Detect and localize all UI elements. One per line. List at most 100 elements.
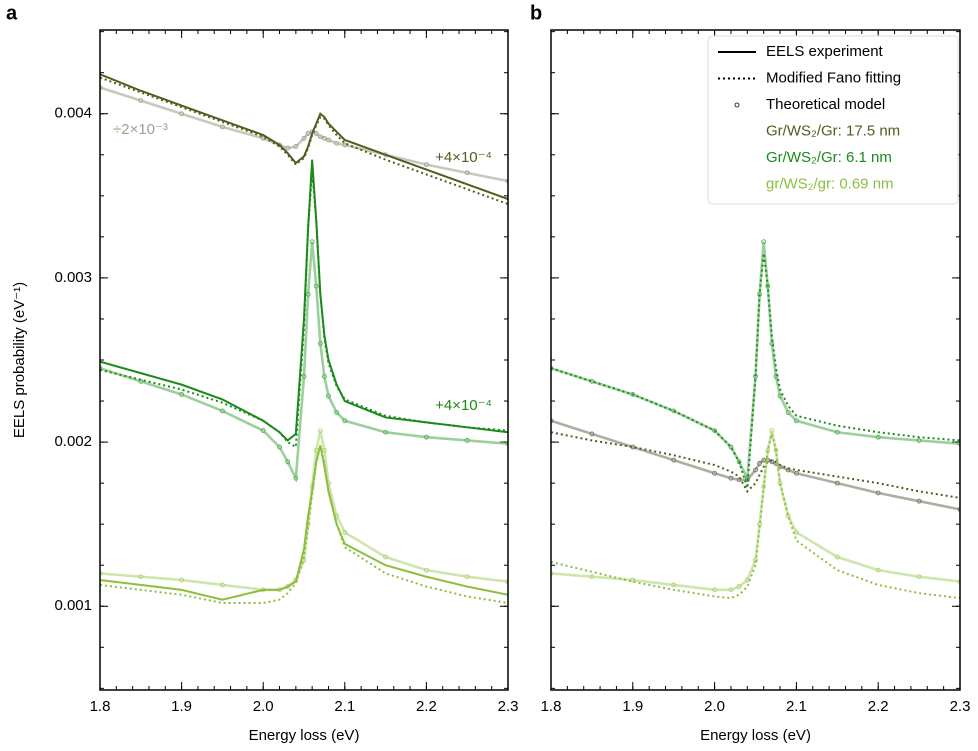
theory-point (773, 447, 779, 453)
theory-point (757, 461, 762, 466)
theory-point (383, 554, 389, 560)
annotation: +4×10⁻⁴ (435, 397, 492, 414)
theory-point (773, 374, 779, 379)
fit-line (551, 431, 960, 499)
theory-point (736, 584, 742, 589)
fit-line (100, 76, 508, 205)
y-tick-label: 0.004 (54, 105, 92, 122)
theory-point (326, 137, 331, 143)
axes-frame (99, 29, 509, 691)
theory-point (309, 239, 315, 245)
theory-point (334, 410, 340, 415)
theory-point (761, 484, 767, 489)
theory-point (794, 418, 799, 424)
theory-point (957, 579, 960, 585)
theory-point (260, 428, 266, 433)
theory-point (875, 434, 881, 440)
legend-label: Gr/WS₂/Gr: 6.1 nm (766, 149, 892, 166)
fit-line (551, 253, 960, 489)
theory-point (277, 444, 282, 450)
theory-point (317, 341, 323, 346)
theory-point (736, 459, 742, 465)
theory-line (100, 430, 508, 592)
theory-line (100, 241, 508, 483)
panel-label: b (530, 2, 542, 24)
theory-point (875, 567, 881, 573)
theory-point (957, 507, 960, 512)
axes-frame (550, 29, 961, 691)
theory-point (423, 567, 429, 573)
x-tick-label: 2.0 (704, 698, 725, 715)
theory-point (777, 393, 783, 399)
theory-point (138, 574, 144, 580)
x-tick-label: 2.1 (786, 698, 807, 715)
experiment-line (100, 159, 508, 442)
theory-point (589, 574, 595, 580)
theory-point (728, 587, 734, 593)
annotation: +4×10⁻⁴ (435, 149, 492, 166)
theory-point (589, 431, 595, 437)
theory-point (753, 557, 758, 563)
x-axis-label: Energy loss (eV) (249, 727, 360, 744)
theory-point (916, 498, 922, 504)
theory-point (753, 467, 758, 473)
theory-point (100, 571, 103, 576)
x-tick-label: 2.1 (334, 698, 355, 715)
theory-point (551, 571, 554, 576)
theory-point (285, 459, 291, 465)
theory-point (769, 341, 775, 346)
y-tick-label: 0.002 (54, 433, 92, 450)
x-tick-label: 2.3 (950, 698, 971, 715)
theory-point (712, 428, 717, 433)
theory-point (321, 374, 327, 379)
theory-point (138, 98, 144, 103)
theory-point (794, 470, 799, 476)
y-tick-label: 0.001 (54, 597, 92, 614)
theory-point (219, 408, 225, 414)
theory-point (326, 393, 331, 399)
theory-point (765, 283, 771, 289)
theory-point (834, 480, 840, 486)
theory-point (630, 577, 636, 583)
legend-label: EELS experiment (766, 43, 884, 60)
theory-point (551, 418, 554, 424)
x-tick-label: 2.0 (253, 698, 274, 715)
theory-point (916, 438, 922, 443)
theory-point (957, 441, 960, 447)
legend-label: Gr/WS₂/Gr: 17.5 nm (766, 122, 900, 139)
theory-point (219, 582, 225, 588)
theory-point (383, 429, 389, 435)
theory-point (423, 434, 429, 440)
theory-point (464, 438, 470, 443)
x-tick-label: 1.9 (622, 698, 643, 715)
theory-point (728, 475, 734, 481)
theory-point (293, 144, 299, 149)
theory-point (301, 374, 307, 379)
plot-area (100, 73, 508, 604)
theory-point (313, 283, 319, 289)
legend-label: Modified Fano fitting (766, 69, 901, 86)
x-tick-label: 1.9 (171, 698, 192, 715)
theory-point (100, 365, 103, 371)
theory-point (834, 429, 840, 435)
theory-point (342, 418, 348, 424)
x-tick-label: 2.2 (416, 698, 437, 715)
y-tick-label: 0.003 (54, 269, 92, 286)
theory-point (671, 457, 677, 463)
theory-point (916, 574, 922, 580)
theory-point (769, 428, 775, 433)
theory-point (712, 587, 717, 593)
theory-point (100, 85, 103, 90)
theory-point (342, 529, 348, 535)
theory-point (293, 475, 299, 481)
theory-point (464, 170, 470, 176)
theory-point (317, 134, 323, 140)
theory-point (505, 579, 508, 585)
x-tick-label: 2.2 (868, 698, 889, 715)
plot-area (551, 239, 960, 600)
theory-point (219, 124, 225, 130)
theory-point (505, 441, 508, 447)
theory-point (712, 470, 717, 476)
theory-point (630, 392, 636, 397)
